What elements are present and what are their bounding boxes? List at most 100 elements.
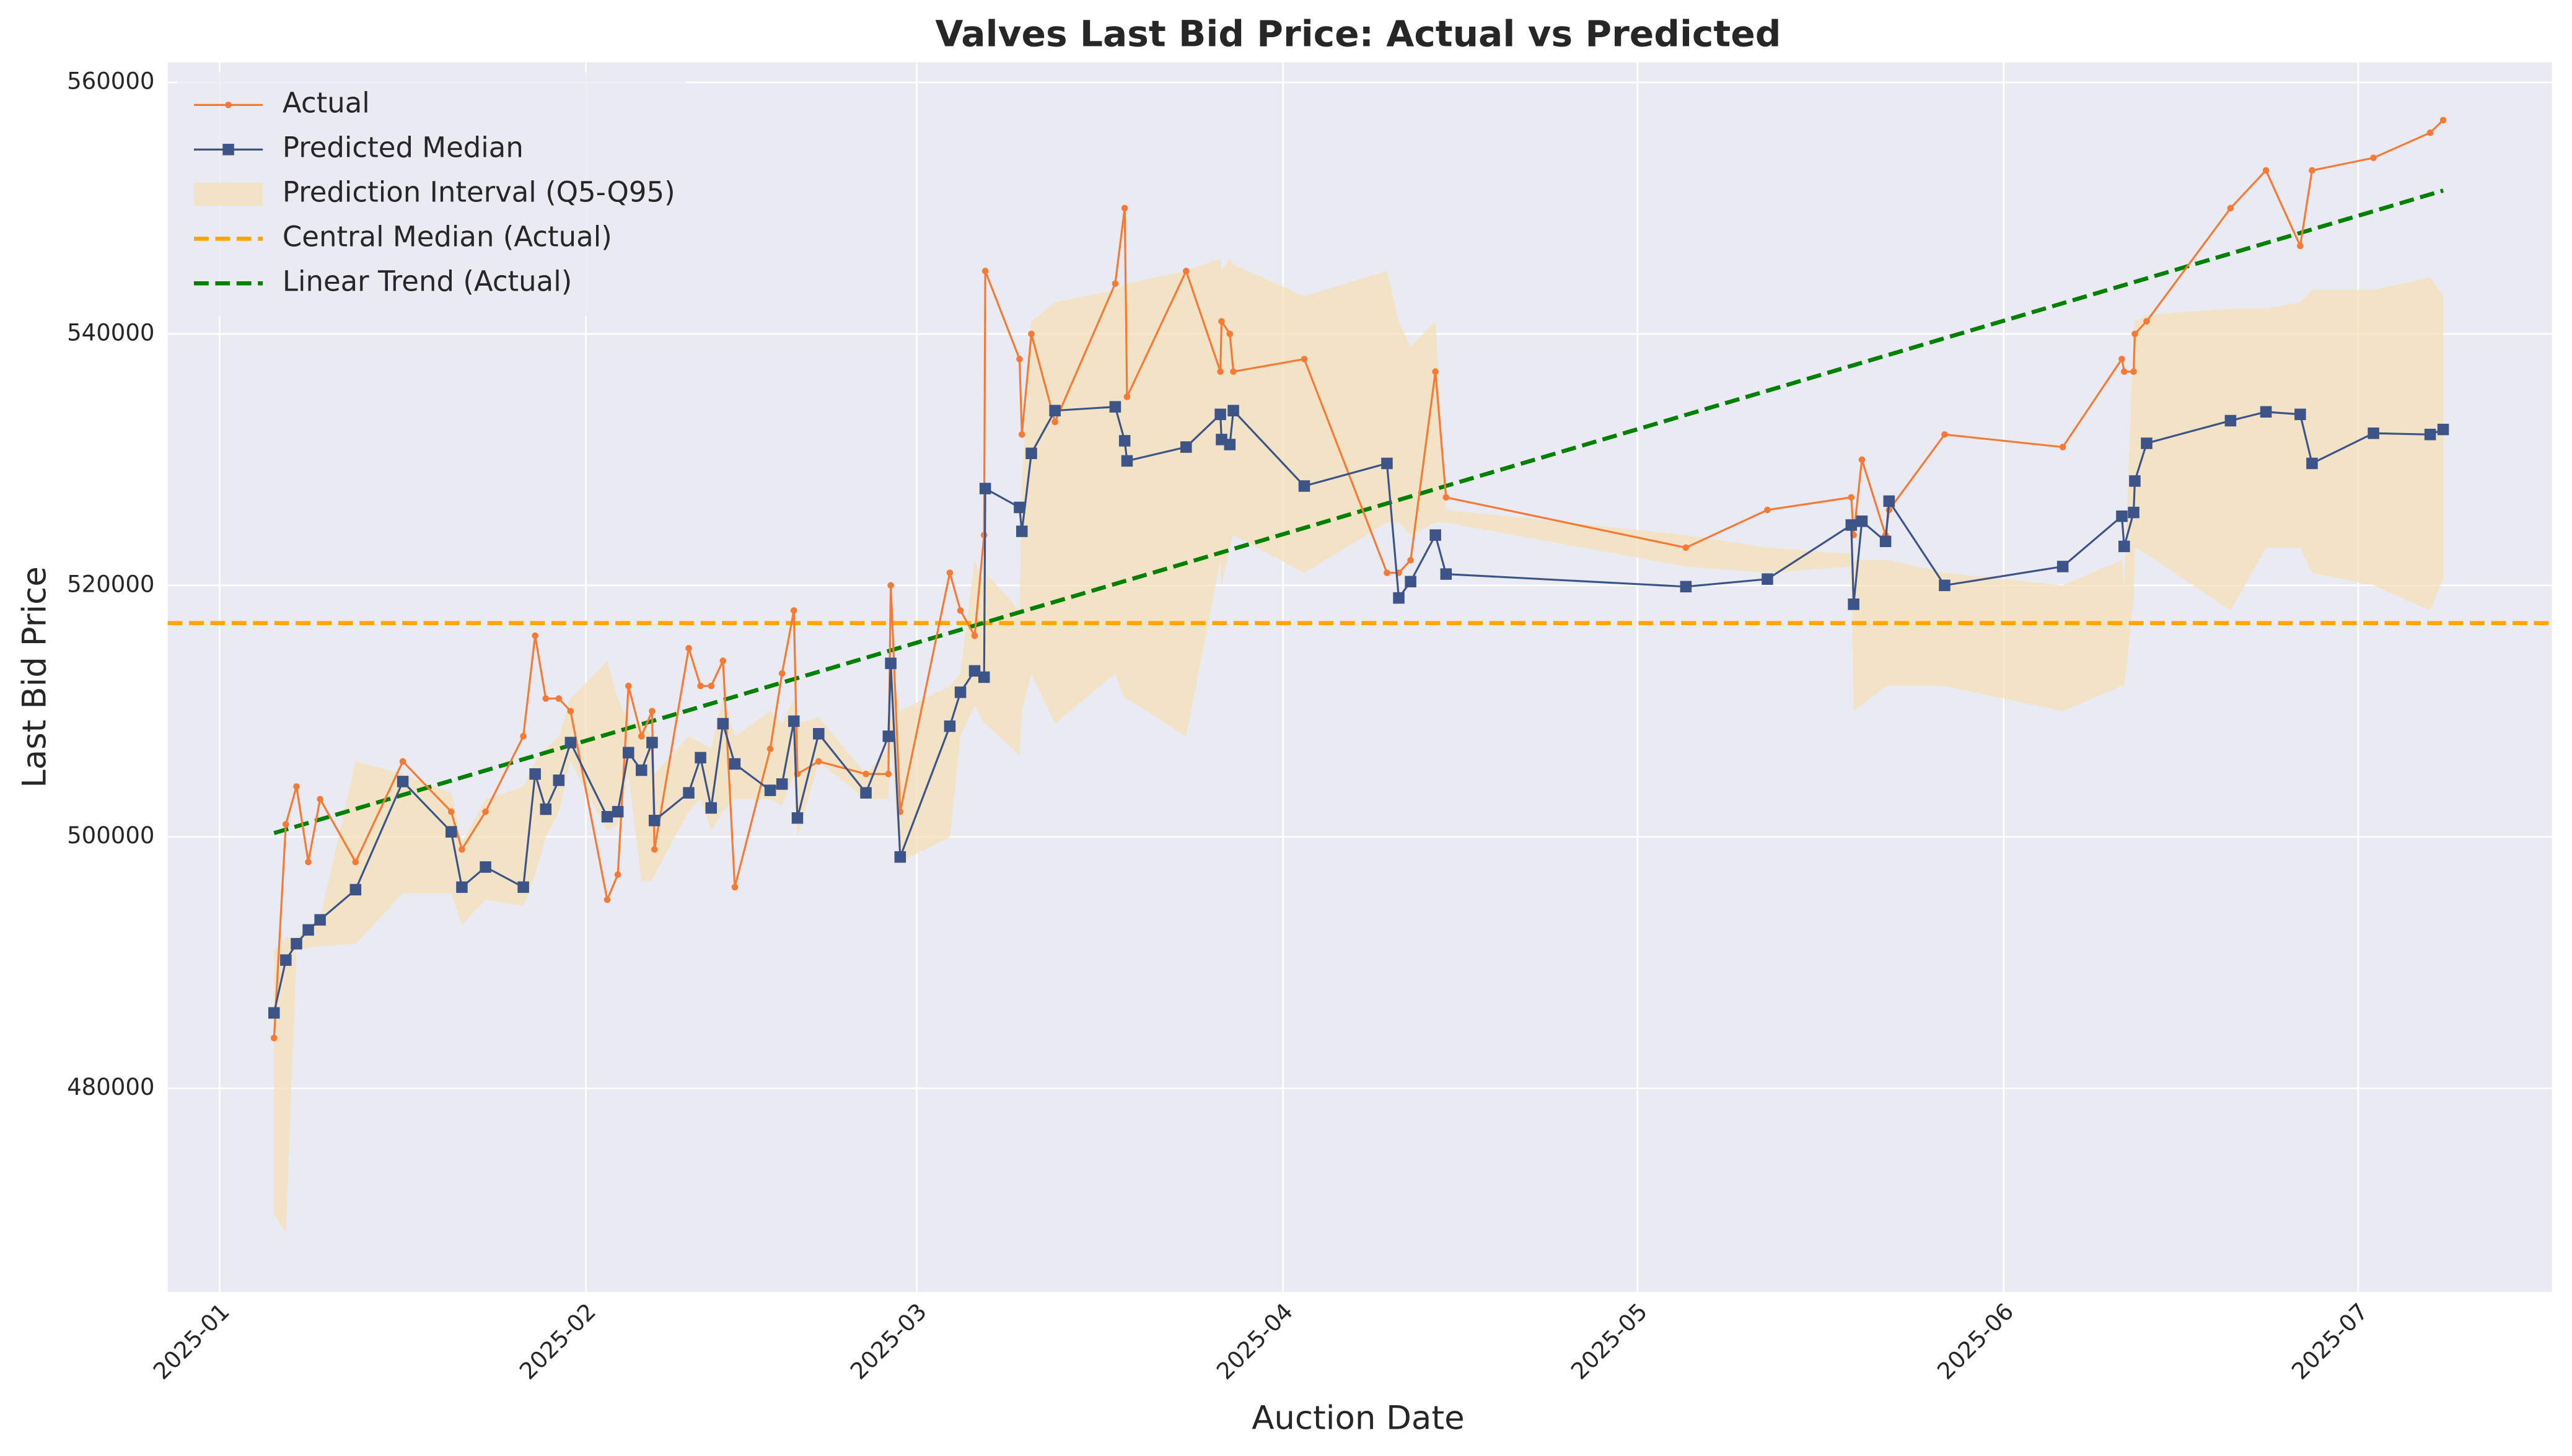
data-point (1384, 569, 1390, 576)
data-point (2424, 429, 2436, 441)
x-axis-label: Auction Date (1252, 1399, 1464, 1437)
data-point (532, 632, 538, 639)
data-point (636, 764, 647, 776)
x-tick-label: 2025-01 (148, 1298, 235, 1385)
data-point (553, 774, 565, 786)
data-point (2129, 475, 2141, 487)
data-point (813, 728, 825, 740)
data-point (280, 954, 292, 966)
data-point (480, 861, 491, 873)
data-point (683, 787, 695, 799)
legend-label: Actual (283, 86, 370, 119)
data-point (1301, 356, 1308, 362)
data-point (601, 810, 613, 823)
data-point (1764, 506, 1771, 514)
data-point (1381, 457, 1393, 470)
data-point (2116, 510, 2128, 522)
data-point (2130, 368, 2137, 375)
data-point (1226, 330, 1234, 338)
data-point (882, 730, 895, 742)
data-point (649, 708, 656, 715)
data-point (603, 896, 611, 903)
data-point (978, 671, 990, 683)
data-point (685, 644, 692, 652)
y-tick-label: 560000 (67, 68, 154, 95)
data-point (1230, 368, 1237, 375)
data-point (2370, 154, 2377, 162)
data-point (2143, 318, 2150, 325)
data-point (1018, 431, 1025, 438)
data-point (2227, 204, 2234, 212)
data-point (268, 1007, 280, 1019)
data-point (445, 826, 457, 838)
data-point (1014, 501, 1025, 514)
data-point (2309, 167, 2315, 174)
legend: Actual Predicted Median Prediction Interva… (177, 72, 686, 317)
data-point (1118, 435, 1131, 447)
data-point (1848, 598, 1859, 610)
legend-label: Central Median (Actual) (283, 220, 612, 253)
data-point (1121, 455, 1133, 467)
y-axis-label: Last Bid Price (16, 566, 54, 787)
data-point (612, 805, 624, 818)
x-tick-label: 2025-03 (845, 1298, 932, 1385)
data-point (2131, 330, 2138, 338)
data-point (1405, 576, 1416, 587)
data-point (1025, 447, 1037, 459)
data-point (2368, 427, 2379, 439)
data-point (790, 607, 797, 614)
data-point (2224, 414, 2237, 427)
data-point (708, 682, 715, 690)
data-point (1682, 544, 1690, 551)
data-point (1858, 456, 1866, 463)
data-point (1224, 439, 1236, 450)
data-point (1883, 495, 1895, 507)
data-point (1217, 368, 1224, 375)
data-point (397, 776, 409, 787)
data-point (788, 715, 800, 727)
legend-label: Linear Trend (Actual) (283, 265, 572, 297)
data-point (968, 665, 981, 677)
data-point (2118, 540, 2130, 553)
data-point (1123, 393, 1131, 400)
data-point (1432, 368, 1439, 375)
y-tick-label: 480000 (67, 1074, 154, 1100)
chart-title: Valves Last Bid Price: Actual vs Predict… (935, 12, 1781, 55)
data-point (564, 737, 577, 748)
data-point (1028, 330, 1035, 338)
data-point (638, 733, 645, 740)
y-tick-label: 500000 (67, 822, 154, 849)
data-point (1762, 573, 1773, 585)
data-point (456, 881, 468, 893)
data-point (2262, 167, 2270, 174)
data-point (957, 607, 964, 614)
data-point (291, 937, 302, 950)
data-point (2059, 444, 2066, 450)
data-point (887, 582, 894, 589)
data-point (954, 686, 967, 698)
data-point (860, 787, 872, 799)
data-point (2118, 356, 2125, 362)
data-point (946, 569, 954, 576)
data-point (894, 851, 906, 863)
data-point (695, 752, 706, 764)
data-point (625, 682, 632, 690)
x-tick-label: 2025-02 (514, 1298, 601, 1385)
data-point (1298, 480, 1310, 492)
data-point (2128, 506, 2140, 519)
data-point (540, 803, 552, 815)
data-point (1440, 568, 1452, 580)
data-point (529, 768, 541, 780)
data-point (2120, 368, 2128, 375)
data-point (2260, 406, 2272, 418)
data-point (705, 802, 718, 814)
data-point (815, 758, 822, 765)
data-point (2439, 116, 2447, 124)
data-point (791, 812, 804, 824)
data-point (885, 770, 892, 778)
legend-marker (222, 144, 234, 156)
data-point (2056, 561, 2069, 572)
data-point (349, 884, 362, 896)
data-point (2141, 437, 2153, 449)
data-point (979, 483, 991, 494)
